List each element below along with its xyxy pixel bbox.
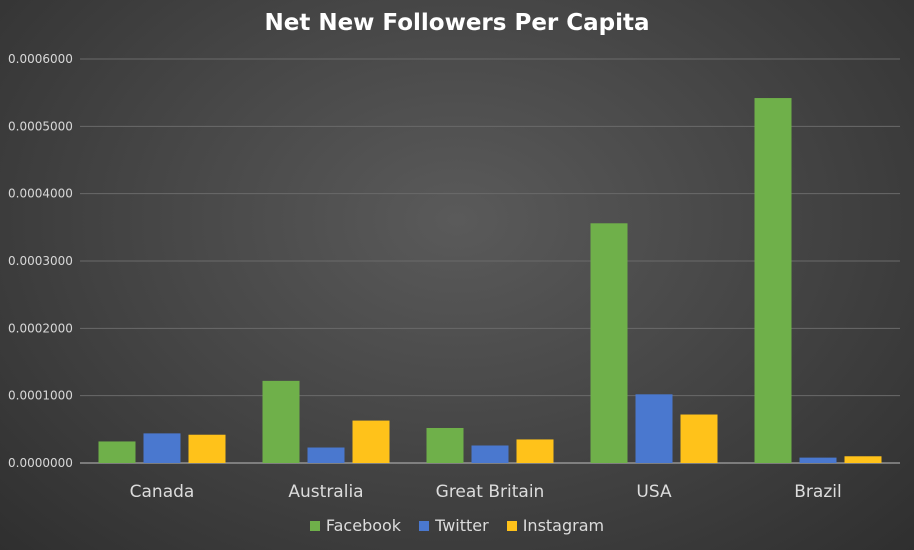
y-tick-label: 0.0003000 — [8, 254, 73, 268]
bar-twitter-usa — [635, 394, 673, 463]
x-tick-label: Canada — [130, 482, 195, 502]
legend-label-instagram: Instagram — [522, 516, 605, 535]
y-tick-label: 0.0001000 — [8, 389, 73, 403]
bar-twitter-canada — [143, 433, 181, 463]
bar-facebook-great-britain — [426, 427, 464, 463]
y-tick-label: 0.0006000 — [8, 52, 73, 66]
bar-twitter-australia — [307, 447, 345, 463]
legend: Facebook Twitter Instagram — [0, 516, 914, 535]
legend-swatch-twitter — [419, 520, 430, 531]
bar-facebook-usa — [590, 223, 628, 463]
legend-swatch-facebook — [309, 520, 320, 531]
bar-facebook-australia — [262, 380, 300, 463]
bar-instagram-australia — [352, 420, 390, 463]
bar-instagram-usa — [680, 414, 718, 463]
bar-instagram-great-britain — [516, 439, 554, 463]
x-tick-label: Australia — [288, 482, 363, 502]
bar-facebook-canada — [98, 441, 136, 463]
legend-item-facebook: Facebook — [309, 516, 402, 535]
legend-swatch-instagram — [506, 520, 517, 531]
x-tick-label: Brazil — [794, 482, 841, 502]
y-tick-label: 0.0002000 — [8, 321, 73, 335]
bar-twitter-brazil — [799, 457, 837, 463]
y-tick-label: 0.0000000 — [8, 456, 73, 470]
bar-instagram-canada — [188, 434, 226, 463]
legend-label-facebook: Facebook — [325, 516, 402, 535]
bar-facebook-brazil — [754, 98, 792, 463]
y-tick-label: 0.0005000 — [8, 119, 73, 133]
legend-item-instagram: Instagram — [506, 516, 605, 535]
legend-label-twitter: Twitter — [435, 516, 489, 535]
bar-instagram-brazil — [844, 456, 882, 463]
x-tick-label: Great Britain — [436, 482, 545, 502]
x-tick-label: USA — [636, 482, 672, 502]
bar-twitter-great-britain — [471, 445, 509, 463]
y-tick-label: 0.0004000 — [8, 187, 73, 201]
chart-title: Net New Followers Per Capita — [264, 10, 650, 36]
legend-item-twitter: Twitter — [419, 516, 489, 535]
